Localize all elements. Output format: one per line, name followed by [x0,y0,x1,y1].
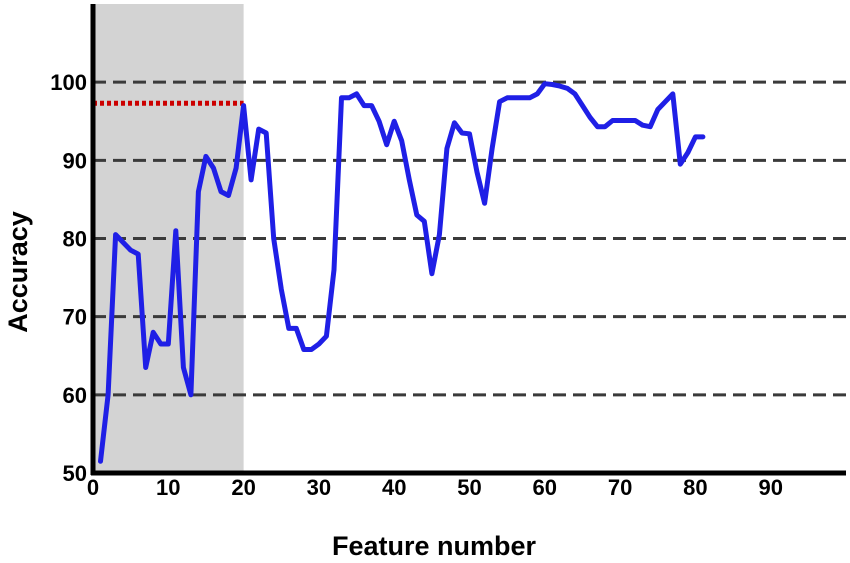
gridline-layer [93,80,846,397]
y-axis-title: Accuracy [3,211,33,333]
y-tick-label-50: 50 [63,461,87,486]
x-axis-title: Feature number [332,531,537,561]
series-layer [98,81,706,464]
x-tick-label-90: 90 [758,475,782,500]
y-tick-label-80: 80 [63,227,87,252]
x-tick-label-20: 20 [231,475,255,500]
y-tick-label-100: 100 [50,70,87,95]
x-tick-label-70: 70 [608,475,632,500]
x-tick-label-50: 50 [457,475,481,500]
axes-layer [90,4,846,476]
x-tick-label-40: 40 [382,475,406,500]
series-line-0 [98,81,706,464]
y-tick-label-90: 90 [63,148,87,173]
x-tick-label-80: 80 [683,475,707,500]
tick-label-layer: 0 10 20 30 40 50 60 70 80 90 50 60 70 80 90 100 [50,70,783,500]
x-tick-label-30: 30 [307,475,331,500]
x-tick-label-10: 10 [156,475,180,500]
x-tick-label-0: 0 [87,475,99,500]
x-tick-label-60: 60 [533,475,557,500]
y-tick-label-60: 60 [63,383,87,408]
y-tick-label-70: 70 [63,305,87,330]
